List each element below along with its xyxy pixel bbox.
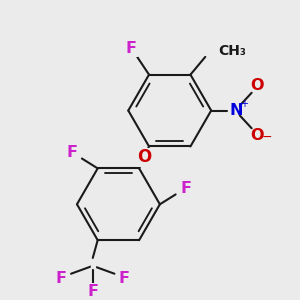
Text: O: O xyxy=(250,128,263,143)
Text: F: F xyxy=(56,271,67,286)
Text: +: + xyxy=(240,99,248,109)
Text: O: O xyxy=(250,78,263,93)
Text: F: F xyxy=(119,271,130,286)
Text: N: N xyxy=(229,103,243,118)
Text: F: F xyxy=(87,284,98,299)
Text: F: F xyxy=(126,41,137,56)
Text: O: O xyxy=(137,148,151,166)
Text: CH₃: CH₃ xyxy=(218,44,246,58)
Text: F: F xyxy=(67,145,77,160)
Text: F: F xyxy=(180,181,191,196)
Text: −: − xyxy=(262,131,273,144)
